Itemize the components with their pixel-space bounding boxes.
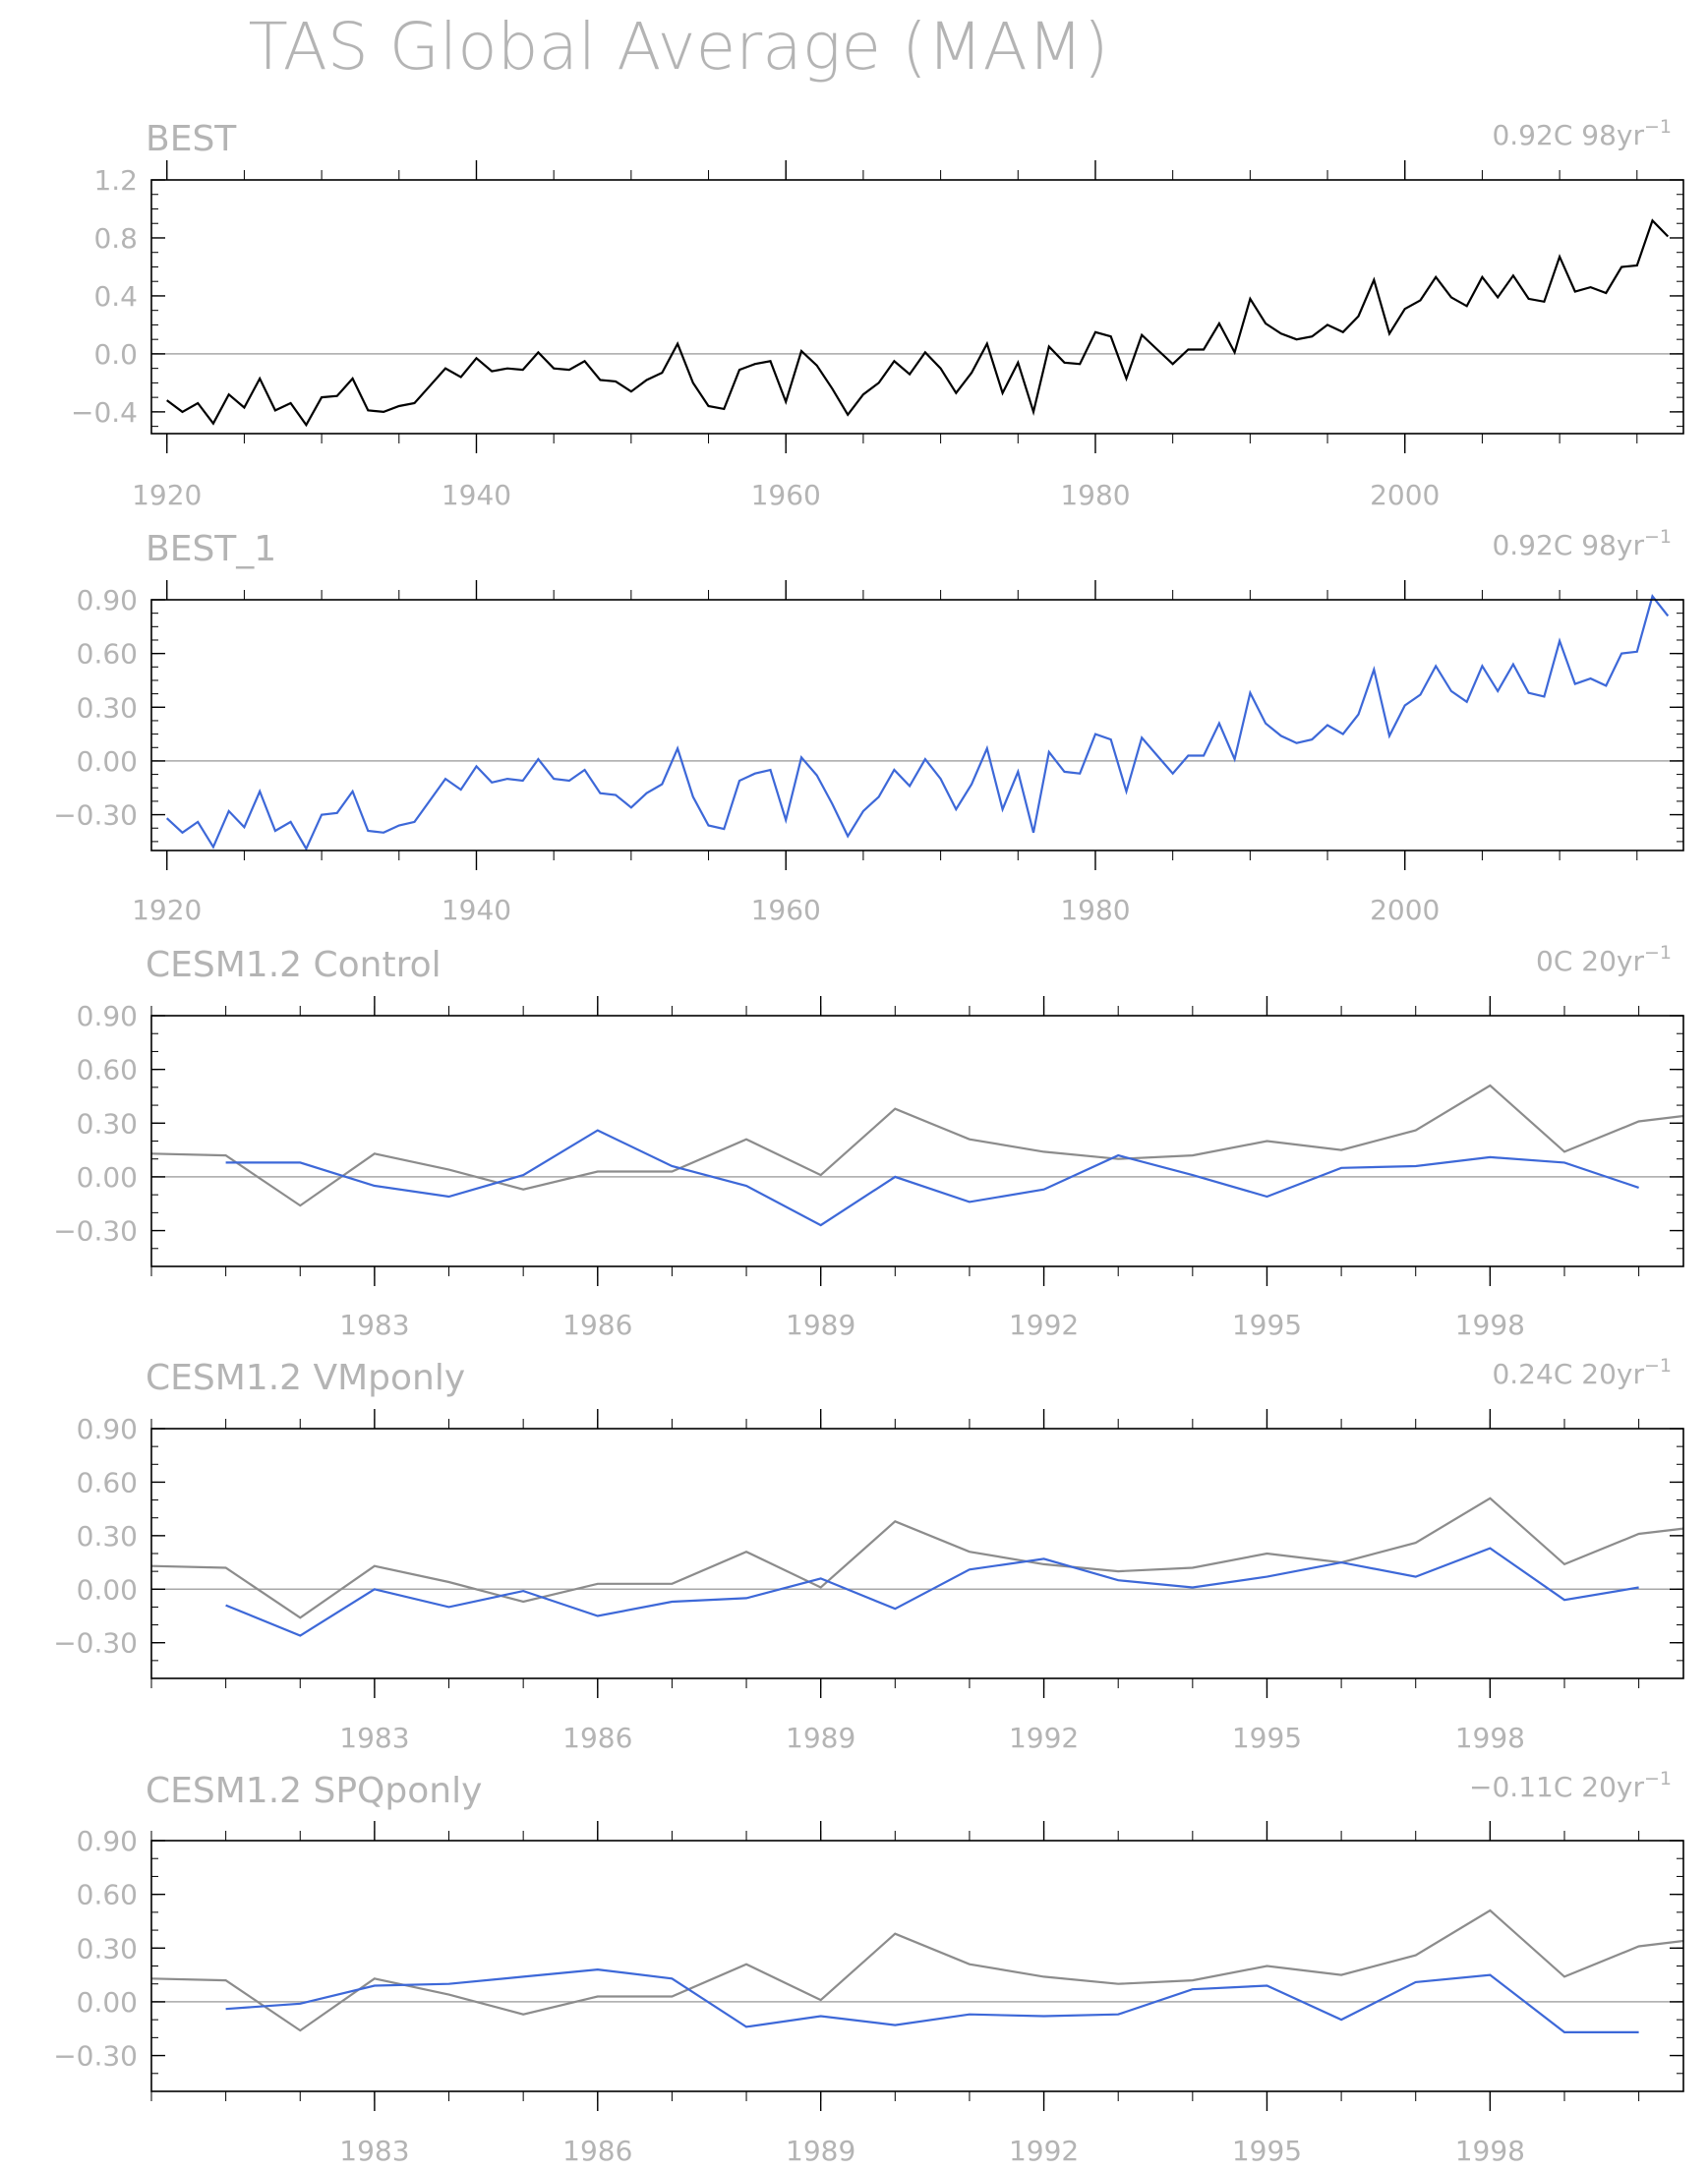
x-tick-label: 1980 [1060,894,1130,926]
panel-title: CESM1.2 SPQponly [146,1771,482,1811]
trend-value: 0C 20yr [1536,945,1644,977]
y-tick-label: 0.60 [77,1054,138,1086]
data-line [225,1547,1639,1637]
trend-value: 0.24C 20yr [1492,1358,1644,1390]
x-tick-label: 1960 [751,894,821,926]
y-tick-label: 0.60 [77,1879,138,1911]
x-tick-label: 1980 [1060,479,1130,511]
figure-title: TAS Global Average (MAM) [249,9,1109,85]
panel-title: BEST_1 [146,529,276,569]
x-tick-label: 1998 [1455,2135,1525,2167]
panel-title: CESM1.2 Control [146,945,442,985]
x-tick-label: 1992 [1009,1309,1079,1341]
y-tick-label: 0.90 [77,584,138,616]
x-tick-label: 1986 [562,2135,632,2167]
data-line [225,1129,1639,1227]
trend-value: −0.11C 20yr [1469,1771,1644,1803]
x-tick-label: 1986 [562,1309,632,1341]
panel-cesm-control: CESM1.2 Control 0C 20yr−1 −0.30 0.00 0.30 0… [53,942,1684,1341]
y-tick-label: 0.0 [93,338,138,371]
trend-label: −0.11C 20yr−1 [1469,1768,1672,1803]
plot-frame [150,1015,1684,1267]
trend-value: 0.92C 98yr [1492,119,1644,151]
y-tick-label: 0.00 [77,745,138,778]
x-tick-label: 1986 [562,1722,632,1754]
y-tick-label: −0.4 [71,396,138,429]
panel-best-1: BEST_1 0.92C 98yr−1 −0.30 0.00 0.30 0.60 0.9… [53,526,1684,926]
data-line [165,594,1670,851]
y-tick-label: 0.30 [77,1107,138,1140]
x-tick-label: 1983 [339,2135,409,2167]
x-tick-label: 1989 [786,2135,855,2167]
plot-frame [150,599,1684,851]
y-tick-label: 0.30 [77,1520,138,1553]
y-tick-label: 0.90 [77,1413,138,1445]
observed-overlay-line [150,1084,1684,1207]
data-line [225,1967,1639,2033]
panel-cesm-spqponly: CESM1.2 SPQponly −0.11C 20yr−1 −0.30 0.00… [53,1768,1684,2167]
y-tick-label: −0.30 [53,1215,138,1248]
x-tick-label: 1995 [1232,1309,1302,1341]
trend-label: 0.24C 20yr−1 [1492,1355,1672,1390]
x-tick-label: 1998 [1455,1309,1525,1341]
trend-exponent: −1 [1644,526,1672,548]
x-tick-label: 1995 [1232,2135,1302,2167]
trend-exponent: −1 [1644,942,1672,964]
x-tick-label: 1989 [786,1309,855,1341]
panel-best: BEST 0.92C 98yr−1 −0.4 0.0 0.4 0.8 1.2 1920 19… [71,116,1684,511]
y-tick-label: 1.2 [93,164,138,197]
trend-exponent: −1 [1644,1355,1672,1377]
y-tick-label: 0.00 [77,1986,138,2019]
x-tick-label: 1940 [442,479,511,511]
y-tick-label: 0.00 [77,1161,138,1194]
y-tick-label: 0.90 [77,1825,138,1857]
trend-value: 0.92C 98yr [1492,529,1644,561]
trend-label: 0.92C 98yr−1 [1492,116,1672,151]
x-tick-label: 1920 [132,894,202,926]
x-tick-label: 1920 [132,479,202,511]
x-tick-label: 1983 [339,1722,409,1754]
y-tick-label: 0.90 [77,1000,138,1032]
y-tick-label: −0.30 [53,2040,138,2073]
y-tick-label: 0.00 [77,1573,138,1606]
y-tick-label: −0.30 [53,1627,138,1660]
x-tick-label: 2000 [1370,479,1440,511]
observed-overlay-line [150,1496,1684,1619]
observed-overlay-line [150,1908,1684,2032]
trend-exponent: −1 [1644,1768,1672,1790]
y-tick-label: 0.30 [77,691,138,724]
x-tick-label: 1940 [442,894,511,926]
plot-frame [150,179,1684,435]
panel-title: CESM1.2 VMponly [146,1358,465,1398]
x-tick-label: 1992 [1009,1722,1079,1754]
x-tick-label: 1998 [1455,1722,1525,1754]
panel-title: BEST [146,119,237,159]
y-tick-label: 0.60 [77,1466,138,1498]
data-line [166,218,1670,428]
x-tick-label: 1992 [1009,2135,1079,2167]
y-tick-label: 0.30 [77,1932,138,1965]
panel-cesm-vmponly: CESM1.2 VMponly 0.24C 20yr−1 −0.30 0.00 0.… [53,1355,1684,1754]
x-tick-label: 1983 [339,1309,409,1341]
x-tick-label: 1989 [786,1722,855,1754]
trend-exponent: −1 [1644,116,1672,138]
x-tick-label: 2000 [1370,894,1440,926]
y-tick-label: 0.4 [93,280,138,313]
x-tick-label: 1995 [1232,1722,1302,1754]
y-tick-label: 0.8 [93,222,138,255]
trend-label: 0C 20yr−1 [1536,942,1672,977]
x-tick-label: 1960 [751,479,821,511]
plot-frame [150,1840,1684,2092]
y-tick-label: −0.30 [53,799,138,832]
y-tick-label: 0.60 [77,638,138,671]
plot-frame [150,1428,1684,1679]
trend-label: 0.92C 98yr−1 [1492,526,1672,561]
